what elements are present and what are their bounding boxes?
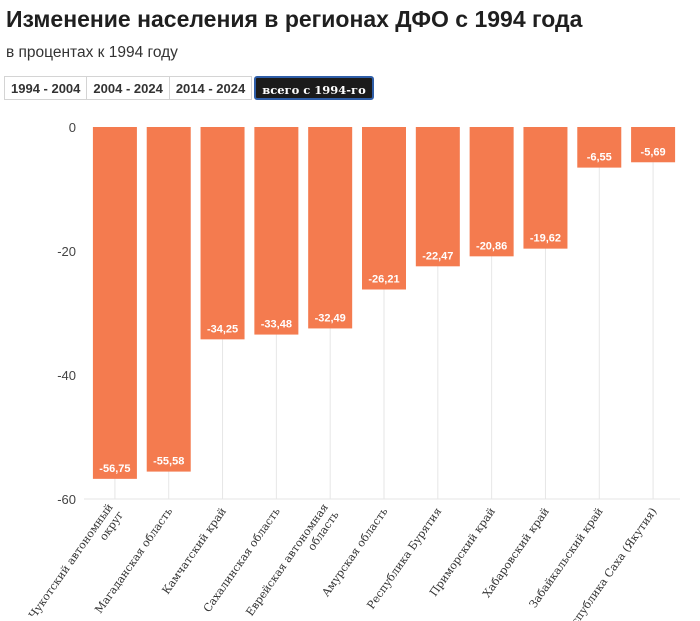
tab-2004-2024[interactable]: 2004 - 2024 bbox=[86, 76, 170, 100]
bar bbox=[631, 127, 676, 163]
data-label: -33,48 bbox=[261, 319, 292, 331]
data-label: -5,69 bbox=[641, 146, 666, 158]
category-label-group: Республика Саха (Якутия) bbox=[560, 505, 659, 621]
data-label: -56,75 bbox=[99, 463, 130, 475]
data-label: -55,58 bbox=[153, 456, 184, 468]
period-tabs: 1994 - 2004 2004 - 2024 2014 - 2024 всег… bbox=[4, 76, 374, 100]
bar bbox=[577, 127, 622, 168]
y-tick-label: -60 bbox=[57, 492, 76, 507]
tab-2014-2024[interactable]: 2014 - 2024 bbox=[168, 76, 253, 100]
y-tick-label: -20 bbox=[57, 244, 76, 259]
bar bbox=[362, 127, 406, 290]
tab-since-1994[interactable]: всего с 1994-го bbox=[254, 76, 374, 100]
bar bbox=[200, 127, 245, 340]
bar bbox=[308, 127, 353, 329]
chart-subtitle: в процентах к 1994 году bbox=[6, 44, 178, 61]
chart-title: Изменение населения в регионах ДФО с 199… bbox=[6, 6, 583, 32]
data-label: -6,55 bbox=[587, 152, 612, 164]
data-label: -26,21 bbox=[368, 274, 399, 286]
bar bbox=[469, 127, 514, 257]
data-label: -32,49 bbox=[315, 312, 346, 324]
data-label: -20,86 bbox=[476, 240, 507, 252]
y-tick-label: 0 bbox=[69, 120, 76, 135]
bar bbox=[523, 127, 568, 249]
data-label: -19,62 bbox=[530, 233, 561, 245]
data-label: -22,47 bbox=[422, 250, 453, 262]
bar bbox=[415, 127, 460, 267]
x-tick-label: Республика Саха (Якутия) bbox=[560, 505, 659, 621]
tab-1994-2004[interactable]: 1994 - 2004 bbox=[4, 76, 88, 100]
y-tick-label: -40 bbox=[57, 368, 76, 383]
bar bbox=[92, 127, 137, 479]
x-tick-label: Еврейская автономная bbox=[243, 501, 331, 618]
bar bbox=[146, 127, 191, 472]
bar bbox=[254, 127, 299, 335]
data-label: -34,25 bbox=[207, 323, 238, 335]
